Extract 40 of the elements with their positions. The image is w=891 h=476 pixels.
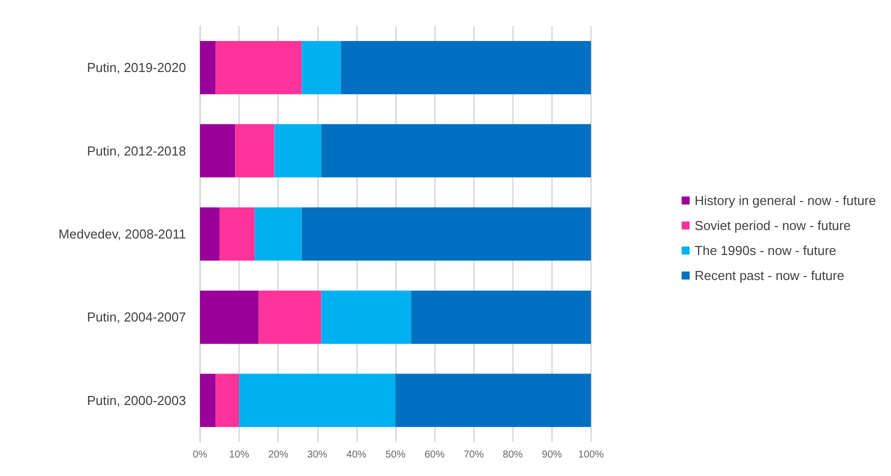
x-tick-label: 30% xyxy=(307,450,328,460)
bar xyxy=(411,290,591,344)
y-tick-label: Putin, 2019-2020 xyxy=(86,60,186,76)
bar xyxy=(321,124,591,178)
bar xyxy=(340,40,591,94)
y-tick-label: Putin, 2012-2018 xyxy=(86,143,186,158)
bar xyxy=(258,290,322,344)
bar xyxy=(200,124,236,178)
bar xyxy=(321,290,412,344)
legend-label: The 1990s - now - future xyxy=(694,243,836,258)
bar xyxy=(200,207,220,261)
bar xyxy=(216,40,302,94)
bar xyxy=(274,124,322,178)
legend-label: Recent past - now - future xyxy=(694,268,844,283)
x-tick-label: 40% xyxy=(346,450,367,460)
y-tick-label: Medvedev, 2008-2011 xyxy=(58,226,186,242)
bar xyxy=(396,374,591,428)
bar xyxy=(200,40,216,94)
x-tick-label: 50% xyxy=(385,450,406,460)
x-tick-label: 10% xyxy=(229,450,250,460)
bar xyxy=(200,374,216,428)
x-tick-label: 80% xyxy=(502,450,523,460)
bar xyxy=(302,40,341,94)
x-tick-label: 90% xyxy=(542,450,562,460)
bar xyxy=(200,290,259,344)
y-tick-label: Putin, 2000-2003 xyxy=(86,392,186,408)
bar xyxy=(220,207,255,261)
x-tick-label: 70% xyxy=(464,450,484,460)
bar xyxy=(302,207,591,261)
bar xyxy=(254,207,302,261)
y-tick-label: Putin, 2004-2007 xyxy=(86,310,186,325)
bar xyxy=(216,374,240,428)
bar xyxy=(235,124,274,178)
x-tick-label: 60% xyxy=(424,450,445,460)
bar xyxy=(239,374,396,428)
legend-label: Soviet period - now - future xyxy=(694,218,851,233)
x-tick-label: 20% xyxy=(268,450,288,460)
x-tick-label: 0% xyxy=(192,450,208,460)
x-tick-label: 100% xyxy=(578,450,604,460)
legend-label: History in general - now - future xyxy=(694,193,876,208)
